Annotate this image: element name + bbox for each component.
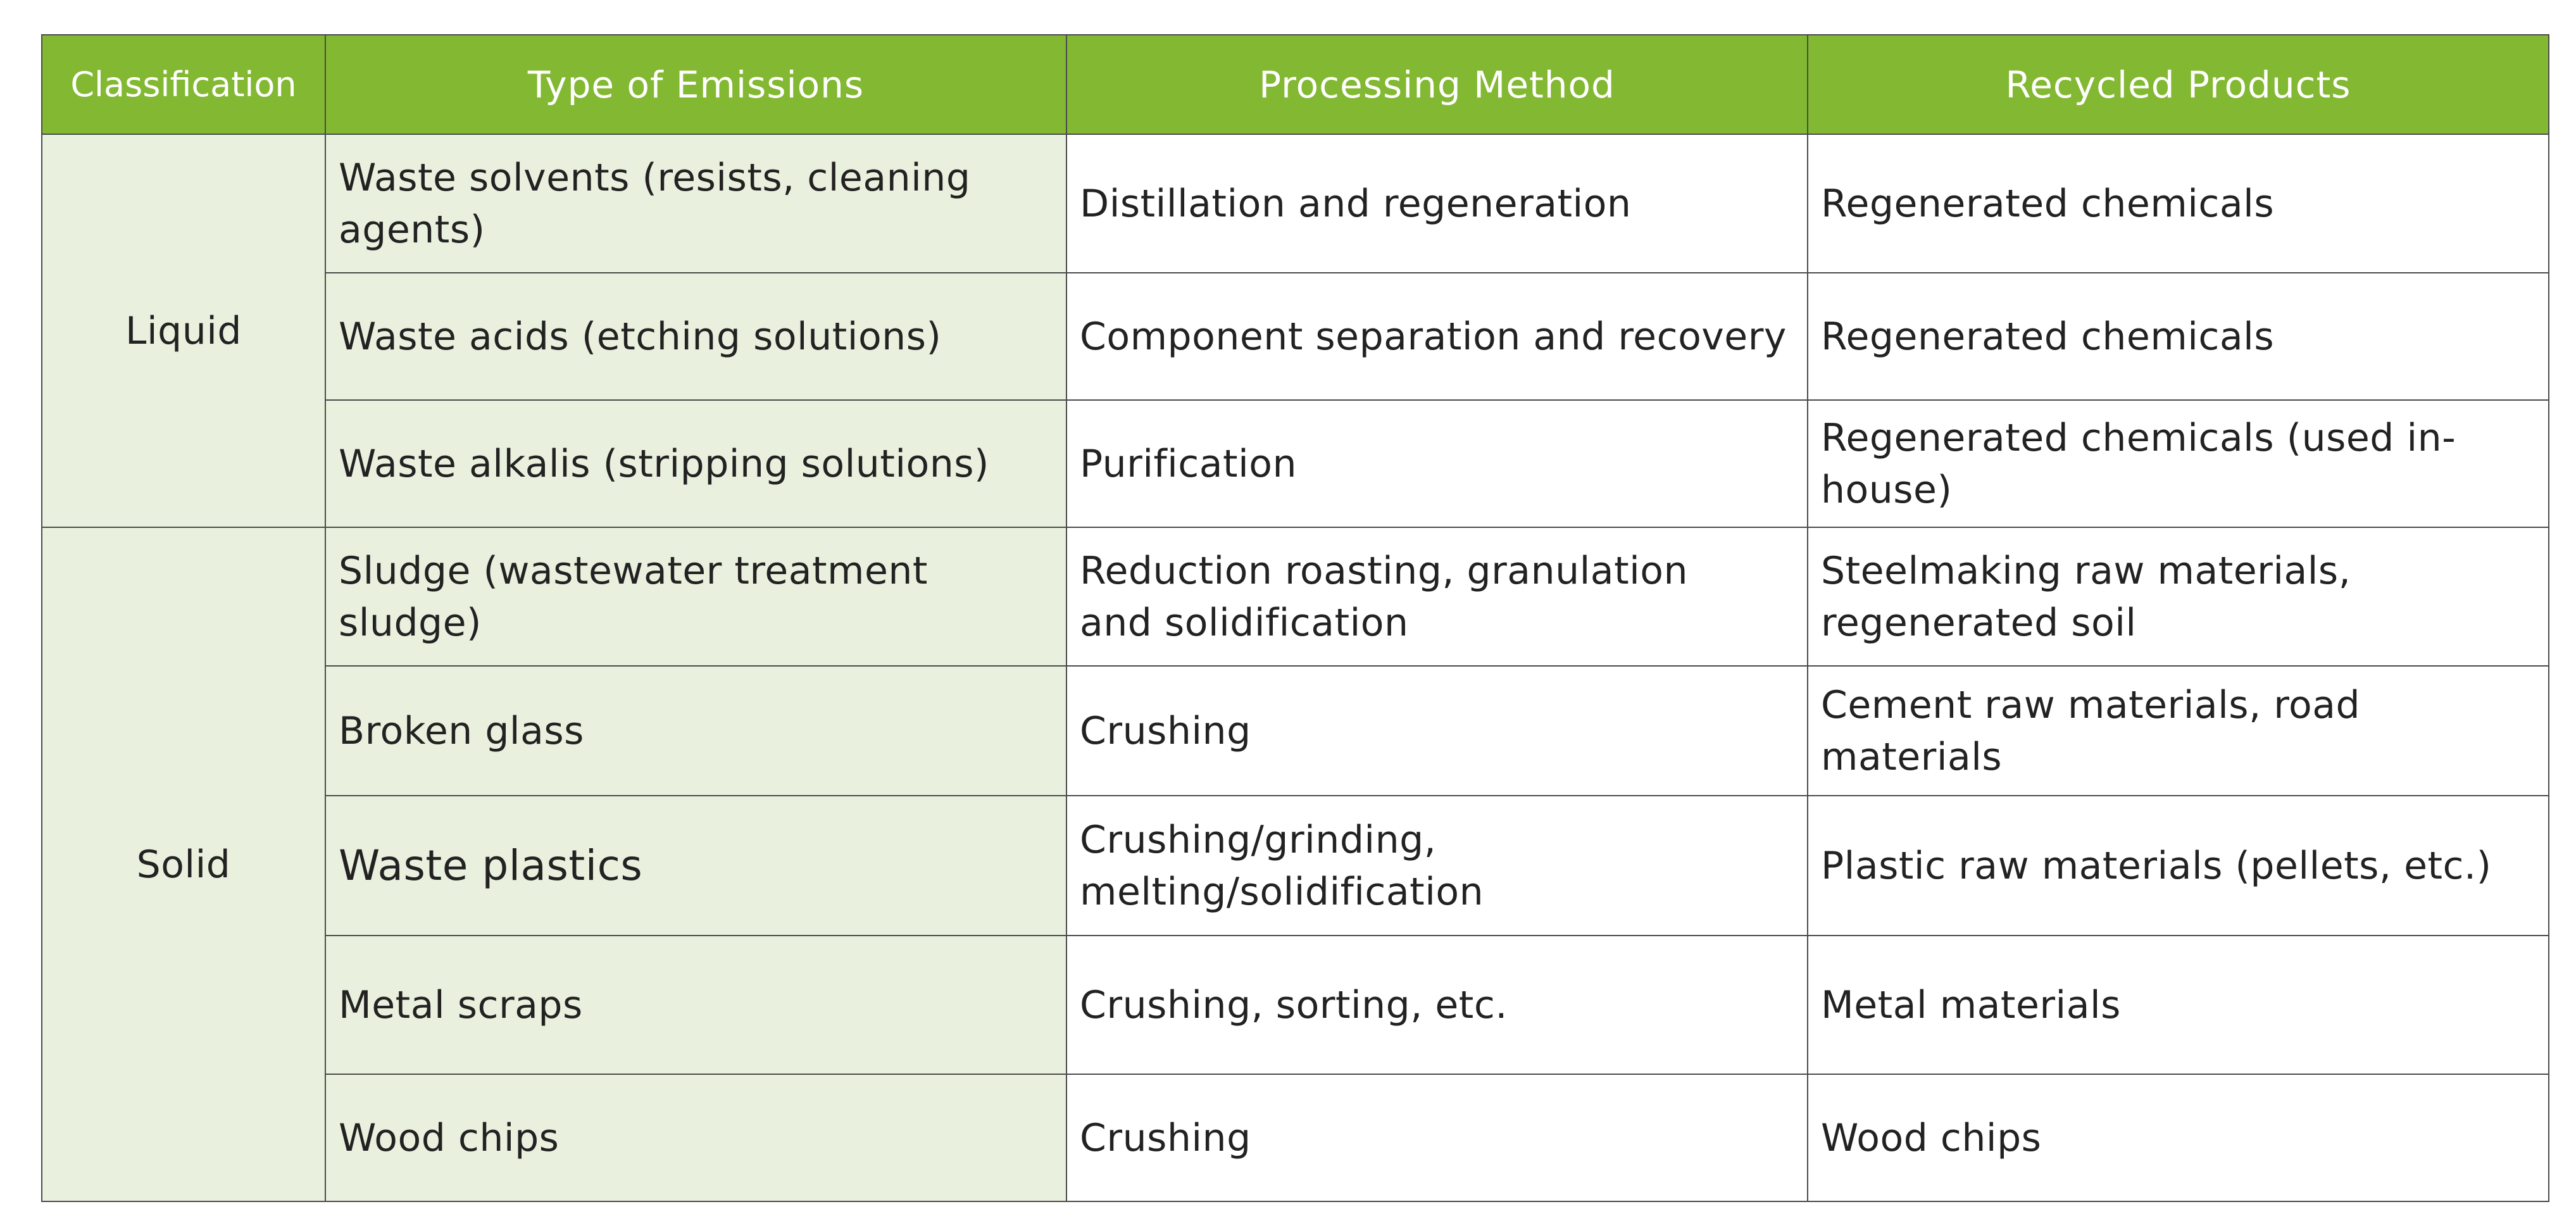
product-cell: Cement raw materials, road materials — [1807, 665, 2549, 796]
product-cell: Regenerated chemicals — [1807, 134, 2549, 273]
method-cell: Component separation and recovery — [1066, 272, 1808, 401]
header-classification: Classification — [41, 34, 326, 135]
method-cell: Crushing — [1066, 1074, 1808, 1202]
emission-cell: Metal scraps — [325, 935, 1067, 1075]
header-recycled-products: Recycled Products — [1807, 34, 2549, 135]
classification-cell-liquid: Liquid — [41, 134, 326, 528]
table-row: Liquid Waste solvents (resists, cleaning… — [41, 134, 2549, 528]
table-row: Metal scraps Crushing, sorting, etc. Met… — [42, 935, 2549, 1075]
emission-cell: Broken glass — [325, 665, 1067, 796]
emission-cell: Waste alkalis (stripping solutions) — [325, 399, 1067, 528]
table-row: Broken glass Crushing Cement raw materia… — [42, 665, 2549, 796]
table-row: Wood chips Crushing Wood chips — [42, 1074, 2549, 1202]
method-cell: Purification — [1066, 399, 1808, 528]
emission-cell: Waste plastics — [325, 795, 1067, 936]
product-cell: Plastic raw materials (pellets, etc.) — [1807, 795, 2549, 936]
emission-cell: Waste solvents (resists, cleaning agents… — [325, 134, 1067, 273]
method-cell: Crushing — [1066, 665, 1808, 796]
method-cell: Crushing/grinding, melting/solidificatio… — [1066, 795, 1808, 936]
method-cell: Distillation and regeneration — [1066, 134, 1808, 273]
recycling-table: Classification Type of Emissions Process… — [41, 34, 2549, 1202]
classification-cell-solid: Solid — [41, 527, 326, 1202]
table-row: Waste acids (etching solutions) Componen… — [42, 272, 2549, 401]
product-cell: Metal materials — [1807, 935, 2549, 1075]
emission-cell: Sludge (wastewater treatment sludge) — [325, 527, 1067, 667]
table-header-row: Classification Type of Emissions Process… — [41, 34, 2549, 135]
table-row: Waste alkalis (stripping solutions) Puri… — [42, 399, 2549, 528]
header-processing-method: Processing Method — [1066, 34, 1808, 135]
product-cell: Regenerated chemicals (used in-house) — [1807, 399, 2549, 528]
product-cell: Steelmaking raw materials, regenerated s… — [1807, 527, 2549, 667]
table-row: Solid Sludge (wastewater treatment sludg… — [41, 527, 2549, 1202]
emission-cell: Waste acids (etching solutions) — [325, 272, 1067, 401]
header-type-of-emissions: Type of Emissions — [325, 34, 1067, 135]
emission-cell: Wood chips — [325, 1074, 1067, 1202]
method-cell: Reduction roasting, granulation and soli… — [1066, 527, 1808, 667]
product-cell: Regenerated chemicals — [1807, 272, 2549, 401]
method-cell: Crushing, sorting, etc. — [1066, 935, 1808, 1075]
product-cell: Wood chips — [1807, 1074, 2549, 1202]
table-row: Waste plastics Crushing/grinding, meltin… — [42, 795, 2549, 936]
